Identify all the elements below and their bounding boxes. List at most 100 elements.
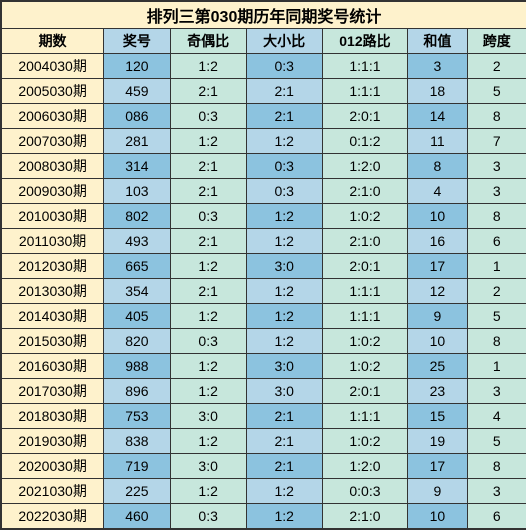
cell-span: 5 — [467, 304, 526, 329]
cell-bigsmall: 1:2 — [246, 129, 322, 154]
cell-road: 2:1:0 — [322, 229, 408, 254]
cell-span: 3 — [467, 154, 526, 179]
column-header: 期数 — [2, 29, 104, 54]
cell-span: 1 — [467, 354, 526, 379]
table-row: 2010030期8020:31:21:0:2108 — [2, 204, 526, 229]
cell-span: 7 — [467, 129, 526, 154]
cell-sum: 3 — [408, 54, 467, 79]
cell-bigsmall: 3:0 — [246, 354, 322, 379]
cell-number: 354 — [104, 279, 171, 304]
cell-oddeven: 3:0 — [170, 454, 246, 479]
cell-period: 2017030期 — [2, 379, 104, 404]
cell-sum: 19 — [408, 429, 467, 454]
cell-number: 802 — [104, 204, 171, 229]
data-table: 排列三第030期历年同期奖号统计期数奖号奇偶比大小比012路比和值跨度20040… — [1, 1, 526, 529]
cell-road: 1:0:2 — [322, 204, 408, 229]
cell-number: 838 — [104, 429, 171, 454]
column-header: 奖号 — [104, 29, 171, 54]
cell-span: 6 — [467, 229, 526, 254]
cell-number: 460 — [104, 504, 171, 529]
cell-period: 2004030期 — [2, 54, 104, 79]
table-row: 2006030期0860:32:12:0:1148 — [2, 104, 526, 129]
table-row: 2005030期4592:12:11:1:1185 — [2, 79, 526, 104]
cell-oddeven: 0:3 — [170, 104, 246, 129]
cell-road: 1:1:1 — [322, 79, 408, 104]
cell-sum: 15 — [408, 404, 467, 429]
cell-road: 1:1:1 — [322, 304, 408, 329]
cell-span: 3 — [467, 479, 526, 504]
cell-period: 2013030期 — [2, 279, 104, 304]
cell-bigsmall: 2:1 — [246, 454, 322, 479]
cell-number: 719 — [104, 454, 171, 479]
cell-span: 2 — [467, 279, 526, 304]
cell-bigsmall: 1:2 — [246, 204, 322, 229]
table-row: 2017030期8961:23:02:0:1233 — [2, 379, 526, 404]
cell-number: 103 — [104, 179, 171, 204]
cell-oddeven: 1:2 — [170, 254, 246, 279]
table-row: 2014030期4051:21:21:1:195 — [2, 304, 526, 329]
cell-number: 753 — [104, 404, 171, 429]
cell-period: 2006030期 — [2, 104, 104, 129]
cell-bigsmall: 1:2 — [246, 229, 322, 254]
cell-period: 2020030期 — [2, 454, 104, 479]
cell-road: 1:0:2 — [322, 329, 408, 354]
cell-sum: 10 — [408, 204, 467, 229]
cell-span: 8 — [467, 204, 526, 229]
cell-period: 2012030期 — [2, 254, 104, 279]
cell-sum: 23 — [408, 379, 467, 404]
cell-number: 493 — [104, 229, 171, 254]
cell-span: 8 — [467, 454, 526, 479]
cell-bigsmall: 1:2 — [246, 304, 322, 329]
column-header: 奇偶比 — [170, 29, 246, 54]
cell-road: 1:0:2 — [322, 429, 408, 454]
table-row: 2011030期4932:11:22:1:0166 — [2, 229, 526, 254]
cell-oddeven: 1:2 — [170, 54, 246, 79]
cell-sum: 16 — [408, 229, 467, 254]
cell-road: 0:1:2 — [322, 129, 408, 154]
cell-number: 225 — [104, 479, 171, 504]
cell-oddeven: 2:1 — [170, 79, 246, 104]
cell-span: 8 — [467, 329, 526, 354]
cell-road: 2:0:1 — [322, 254, 408, 279]
cell-sum: 4 — [408, 179, 467, 204]
cell-bigsmall: 3:0 — [246, 379, 322, 404]
cell-period: 2007030期 — [2, 129, 104, 154]
cell-road: 1:1:1 — [322, 54, 408, 79]
cell-period: 2022030期 — [2, 504, 104, 529]
cell-oddeven: 0:3 — [170, 329, 246, 354]
cell-oddeven: 3:0 — [170, 404, 246, 429]
table-row: 2018030期7533:02:11:1:1154 — [2, 404, 526, 429]
cell-oddeven: 2:1 — [170, 279, 246, 304]
cell-road: 1:1:1 — [322, 279, 408, 304]
table-row: 2019030期8381:22:11:0:2195 — [2, 429, 526, 454]
cell-period: 2015030期 — [2, 329, 104, 354]
cell-number: 120 — [104, 54, 171, 79]
table-row: 2021030期2251:21:20:0:393 — [2, 479, 526, 504]
cell-span: 8 — [467, 104, 526, 129]
cell-sum: 9 — [408, 304, 467, 329]
cell-oddeven: 1:2 — [170, 479, 246, 504]
cell-sum: 17 — [408, 454, 467, 479]
table-row: 2004030期1201:20:31:1:132 — [2, 54, 526, 79]
cell-road: 2:0:1 — [322, 104, 408, 129]
table-row: 2016030期9881:23:01:0:2251 — [2, 354, 526, 379]
table-row: 2015030期8200:31:21:0:2108 — [2, 329, 526, 354]
cell-span: 5 — [467, 79, 526, 104]
table-row: 2008030期3142:10:31:2:083 — [2, 154, 526, 179]
cell-bigsmall: 1:2 — [246, 479, 322, 504]
cell-sum: 14 — [408, 104, 467, 129]
cell-sum: 10 — [408, 329, 467, 354]
cell-period: 2010030期 — [2, 204, 104, 229]
table-row: 2007030期2811:21:20:1:2117 — [2, 129, 526, 154]
cell-sum: 17 — [408, 254, 467, 279]
cell-bigsmall: 1:2 — [246, 504, 322, 529]
cell-oddeven: 2:1 — [170, 229, 246, 254]
cell-period: 2011030期 — [2, 229, 104, 254]
cell-period: 2005030期 — [2, 79, 104, 104]
cell-bigsmall: 2:1 — [246, 429, 322, 454]
cell-number: 988 — [104, 354, 171, 379]
cell-oddeven: 1:2 — [170, 429, 246, 454]
cell-bigsmall: 2:1 — [246, 79, 322, 104]
cell-oddeven: 2:1 — [170, 179, 246, 204]
cell-oddeven: 1:2 — [170, 354, 246, 379]
